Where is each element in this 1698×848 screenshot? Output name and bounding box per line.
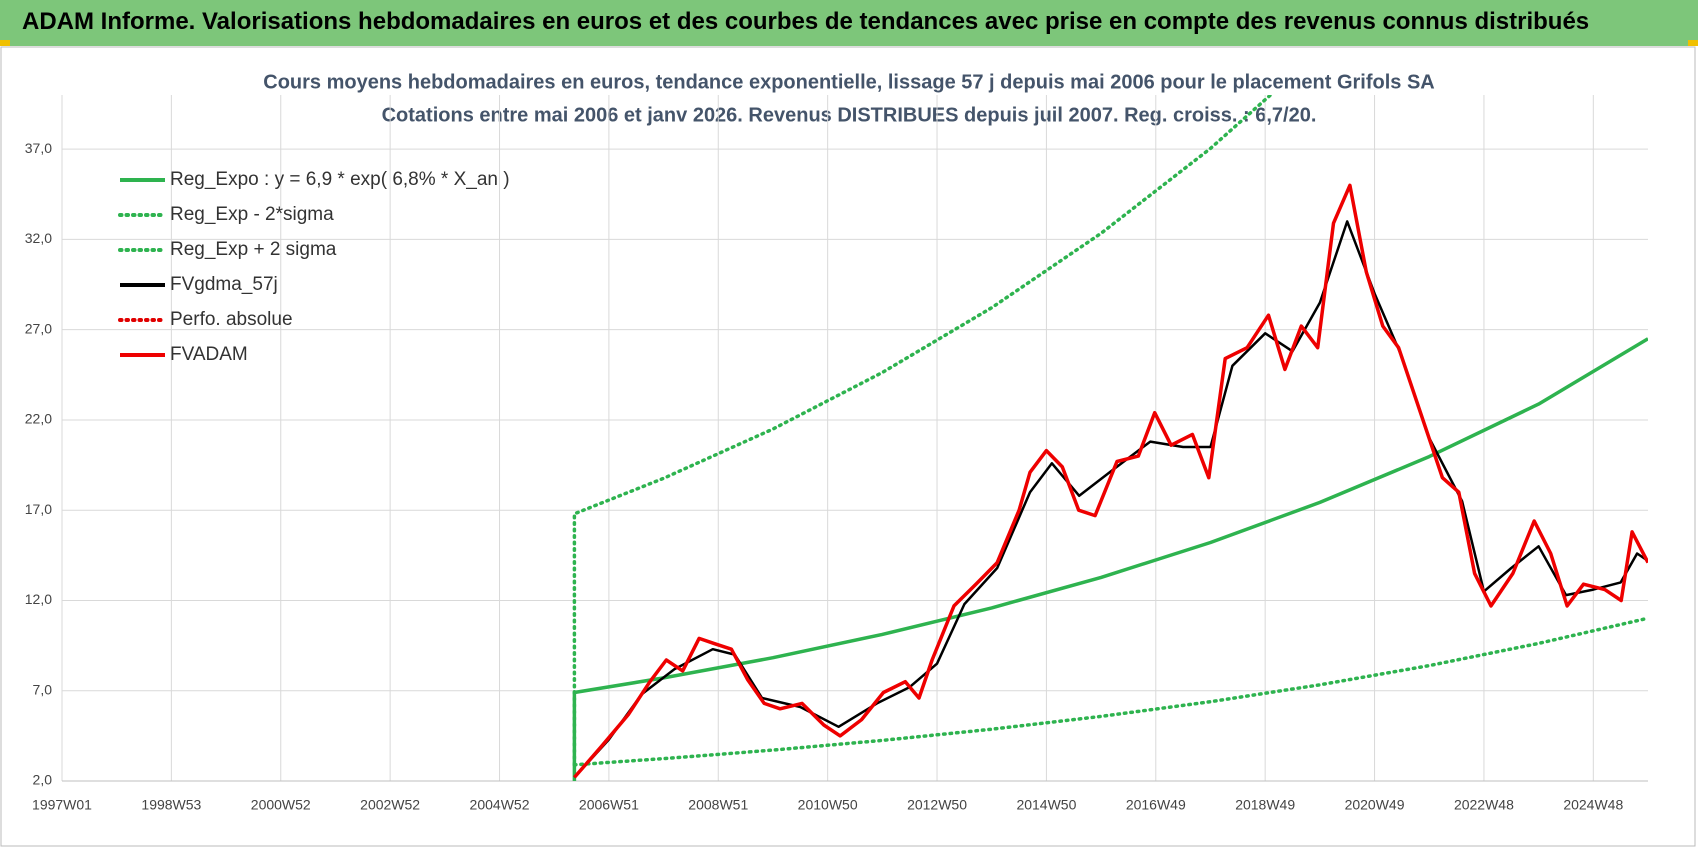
series-line	[572, 616, 1648, 767]
x-tick-label: 2006W51	[579, 797, 639, 813]
x-tick-label: 2010W50	[798, 797, 858, 813]
legend-label: Reg_Exp + 2 sigma	[170, 239, 337, 260]
y-tick-label: 37,0	[25, 140, 52, 156]
x-tick-label: 2012W50	[907, 797, 967, 813]
corner-marker	[0, 40, 10, 46]
series-line	[573, 183, 1648, 779]
chart-title: Cours moyens hebdomadaires en euros, ten…	[263, 71, 1435, 93]
y-tick-label: 32,0	[25, 230, 52, 246]
chart-subtitle: Cotations entre mai 2006 et janv 2026. R…	[382, 104, 1317, 126]
x-tick-label: 2004W52	[470, 797, 530, 813]
header-bar: ADAM Informe. Valorisations hebdomadaire…	[0, 0, 1698, 46]
series-line	[572, 337, 1648, 781]
x-tick-label: 2018W49	[1235, 797, 1295, 813]
x-tick-label: 2002W52	[360, 797, 420, 813]
legend-label: FVgdma_57j	[170, 274, 278, 295]
x-tick-label: 2022W48	[1454, 797, 1514, 813]
y-tick-label: 27,0	[25, 320, 52, 336]
y-tick-label: 2,0	[33, 772, 53, 788]
corner-marker	[1688, 40, 1698, 46]
legend-label: Perfo. absolue	[170, 309, 293, 330]
x-tick-label: 2020W49	[1345, 797, 1405, 813]
series-line	[573, 220, 1648, 779]
legend-label: Reg_Expo : y = 6,9 * exp( 6,8% * X_an )	[170, 169, 510, 190]
x-tick-label: 2008W51	[688, 797, 748, 813]
chart-frame	[0, 46, 1696, 847]
y-tick-label: 7,0	[33, 681, 53, 697]
series-line	[572, 95, 1274, 767]
legend-label: FVADAM	[170, 344, 248, 365]
x-tick-label: 2016W49	[1126, 797, 1186, 813]
x-tick-label: 1998W53	[141, 797, 201, 813]
y-tick-label: 22,0	[25, 411, 52, 427]
y-tick-label: 12,0	[25, 591, 52, 607]
x-tick-label: 2014W50	[1016, 797, 1076, 813]
x-tick-label: 1997W01	[32, 797, 92, 813]
x-tick-label: 2000W52	[251, 797, 311, 813]
legend-label: Reg_Exp - 2*sigma	[170, 204, 334, 225]
x-tick-label: 2024W48	[1563, 797, 1623, 813]
y-tick-label: 17,0	[25, 501, 52, 517]
plot-area	[572, 95, 1648, 781]
header-title: ADAM Informe. Valorisations hebdomadaire…	[22, 8, 1590, 35]
